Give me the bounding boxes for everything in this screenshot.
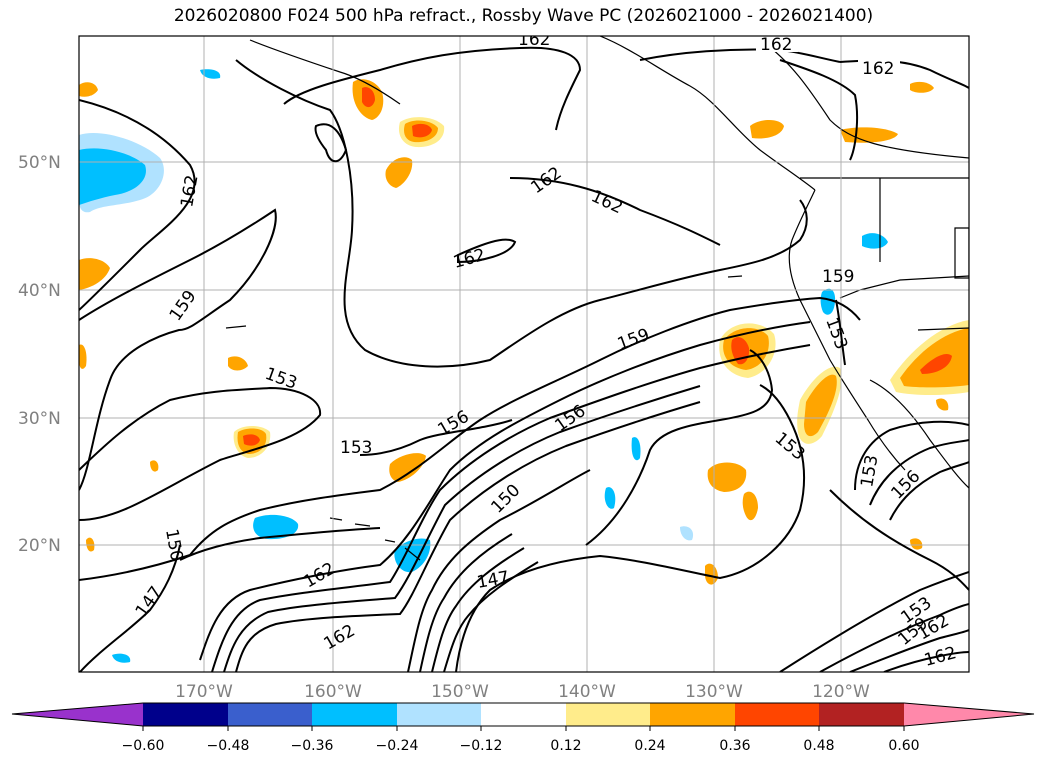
lon-label: 120°W (812, 682, 870, 702)
colorbar-segment (12, 703, 143, 726)
colorbar-tick: −0.24 (376, 738, 419, 754)
lat-label: 50°N (18, 153, 61, 173)
negative-anomaly-patch (79, 148, 146, 205)
negative-anomaly-patch (862, 233, 888, 249)
positive-anomaly-patch (742, 491, 758, 521)
colorbar-segment (566, 703, 650, 726)
lon-label: 140°W (558, 682, 616, 702)
positive-anomaly-patch (150, 460, 159, 472)
positive-anomaly-patch (79, 344, 87, 369)
lon-label: 170°W (175, 682, 233, 702)
lon-label: 130°W (685, 682, 743, 702)
positive-anomaly-patch (705, 563, 718, 585)
lat-label: 40°N (18, 281, 61, 301)
negative-anomaly-patch (200, 69, 221, 79)
colorbar-tick: 0.24 (634, 738, 665, 754)
contour-label: 162 (760, 35, 792, 55)
negative-anomaly-patch (680, 526, 694, 541)
colorbar-segment (735, 703, 819, 726)
colorbar-tick: 0.48 (803, 738, 834, 754)
contour-label: 153 (340, 438, 372, 458)
colorbar-segment (819, 703, 904, 726)
contour-label: 162 (518, 30, 550, 50)
negative-anomaly-patch (253, 514, 299, 540)
colorbar-segment (397, 703, 481, 726)
contour-layer (79, 46, 969, 672)
positive-anomaly-patch (804, 374, 837, 437)
negative-anomaly-patch (394, 538, 431, 573)
positive-anomaly-patch (936, 398, 949, 411)
lat-axis: 50°N 40°N 30°N 20°N (18, 153, 61, 556)
page-title: 2026020800 F024 500 hPa refract., Rossby… (173, 6, 874, 26)
positive-anomaly-patch (750, 120, 784, 139)
positive-anomaly-patch (385, 157, 413, 188)
positive-anomaly-patch (79, 82, 98, 97)
negative-anomaly-patch (631, 437, 641, 461)
negative-anomaly-patch (820, 288, 836, 315)
positive-anomaly-patch (362, 87, 375, 108)
colorbar: −0.60 −0.48 −0.36 −0.24 −0.12 0.12 0.24 … (11, 702, 1035, 754)
colorbar-segment (481, 703, 566, 726)
contour-label: 159 (822, 267, 854, 287)
positive-anomaly-patch (389, 453, 426, 482)
colorbar-tick: 0.36 (719, 738, 750, 754)
colorbar-segment (312, 703, 397, 726)
colorbar-segment (143, 703, 228, 726)
positive-anomaly-patch (900, 328, 969, 388)
colorbar-tick: −0.48 (207, 738, 250, 754)
positive-anomaly-patch (840, 127, 898, 143)
map-panel: 162 162 162 162 162 162 162 159 153 153 … (78, 30, 970, 673)
positive-anomaly-patch (707, 462, 747, 492)
colorbar-tick: −0.12 (460, 738, 503, 754)
positive-anomaly-patch (920, 353, 952, 374)
lon-label: 160°W (304, 682, 362, 702)
contour-label: 162 (862, 59, 894, 79)
negative-anomaly-patch (604, 487, 616, 509)
colorbar-tick: −0.36 (291, 738, 334, 754)
positive-anomaly-patch (79, 258, 110, 290)
lat-label: 30°N (18, 409, 61, 429)
colorbar-tick: 0.12 (550, 738, 581, 754)
positive-anomaly-patch (243, 434, 260, 446)
colorbar-tick: 0.60 (888, 738, 919, 754)
colorbar-segment (228, 703, 312, 726)
negative-anomaly-patch (112, 653, 131, 663)
positive-anomaly-patch (910, 81, 934, 93)
positive-anomaly-patch (910, 538, 923, 550)
gridlines (79, 36, 969, 672)
lon-axis: 170°W 160°W 150°W 140°W 130°W 120°W (175, 682, 870, 702)
lat-label: 20°N (18, 536, 61, 556)
positive-anomaly-patch (412, 123, 432, 138)
colorbar-segment (904, 703, 1034, 726)
positive-anomaly-patch (228, 356, 248, 371)
colorbar-tick: −0.60 (122, 738, 165, 754)
colorbar-segment (650, 703, 735, 726)
lon-label: 150°W (431, 682, 489, 702)
